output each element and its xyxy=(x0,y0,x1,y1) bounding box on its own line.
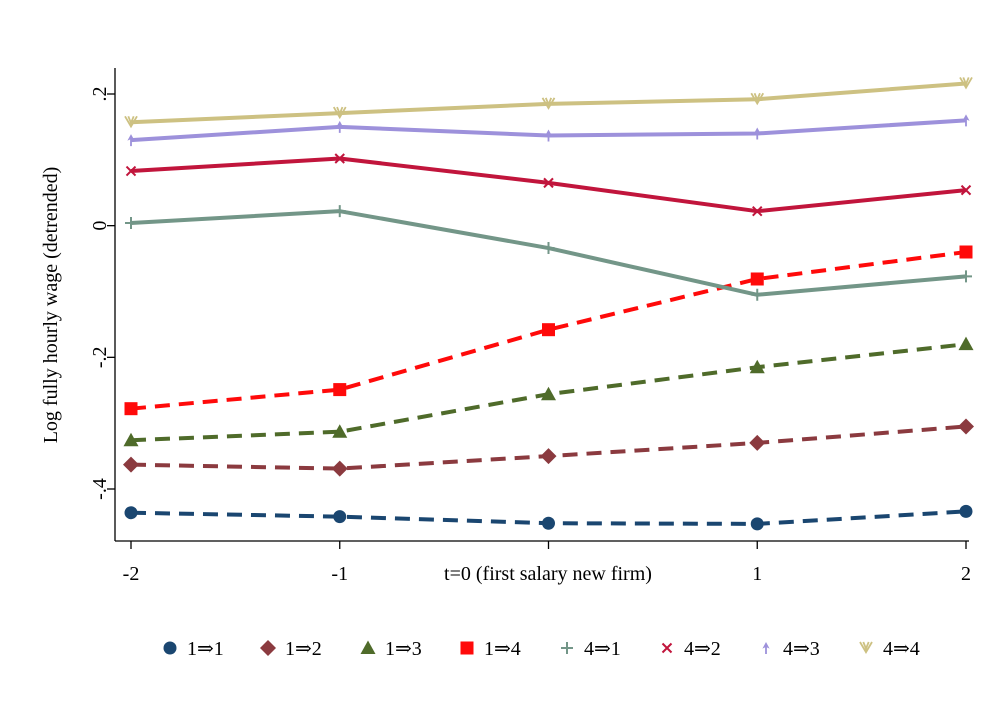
data-point xyxy=(540,448,557,465)
legend-item: 1⇒2 xyxy=(260,638,322,660)
data-point xyxy=(962,114,970,127)
legend-item: 1⇒4 xyxy=(460,638,521,660)
legend-label: 4⇒3 xyxy=(783,638,820,660)
series-6 xyxy=(125,153,972,217)
data-point xyxy=(333,383,347,397)
legend-marker xyxy=(360,640,376,654)
x-axis-title: t=0 (first salary new firm) xyxy=(444,563,652,585)
ticks: -.4 -.2 0 .2 -2 -1 1 2 xyxy=(89,87,971,586)
data-point xyxy=(124,115,138,129)
legend-marker xyxy=(561,642,573,654)
legend-marker xyxy=(460,641,474,655)
series-2 xyxy=(123,418,974,477)
data-point xyxy=(125,165,137,177)
data-point xyxy=(749,359,765,374)
legend-item: 1⇒3 xyxy=(360,638,422,660)
data-point xyxy=(751,288,764,301)
data-point xyxy=(124,506,138,520)
series-8 xyxy=(124,77,973,129)
legend-label: 4⇒2 xyxy=(684,638,721,660)
data-point xyxy=(541,386,556,401)
legend-item: 4⇒1 xyxy=(561,638,621,660)
data-point xyxy=(750,92,765,106)
y-tick-label: -.2 xyxy=(89,346,111,368)
data-point xyxy=(332,424,348,438)
data-point xyxy=(753,127,761,140)
series-line xyxy=(130,156,967,214)
data-point xyxy=(125,217,137,230)
data-point xyxy=(543,177,554,189)
series-7 xyxy=(127,114,970,147)
data-point xyxy=(958,336,974,351)
legend-marker xyxy=(260,640,276,656)
legend-label: 1⇒2 xyxy=(285,638,322,660)
legend-marker xyxy=(859,641,873,654)
data-point xyxy=(542,323,555,337)
legend-marker xyxy=(762,642,770,654)
data-point xyxy=(123,432,139,447)
data-point xyxy=(336,120,344,133)
data-point xyxy=(541,97,556,110)
data-point xyxy=(332,106,347,120)
data-point xyxy=(749,434,766,451)
legend-label: 1⇒4 xyxy=(484,638,521,660)
data-point xyxy=(750,517,764,531)
legend-label: 1⇒3 xyxy=(385,638,422,660)
legend-label: 1⇒1 xyxy=(187,638,224,660)
legend-label: 4⇒4 xyxy=(883,638,920,660)
x-tick-label: 2 xyxy=(961,563,971,585)
series-3 xyxy=(123,336,974,447)
data-point xyxy=(333,205,346,218)
axes xyxy=(114,68,969,542)
y-axis-title: Log fully hourly wage (detrended) xyxy=(40,167,62,444)
y-tick-label: 0 xyxy=(89,221,111,231)
data-point xyxy=(959,245,973,259)
y-tick-label: .2 xyxy=(89,87,111,102)
data-point xyxy=(124,402,138,416)
x-tick-label: -2 xyxy=(123,563,140,585)
data-point xyxy=(542,242,555,255)
data-point xyxy=(333,510,347,524)
y-tick-label: -.4 xyxy=(89,478,111,500)
legend-item: 4⇒3 xyxy=(762,638,820,660)
x-tick-label: -1 xyxy=(331,563,348,585)
data-point xyxy=(542,516,555,530)
data-point xyxy=(123,456,139,473)
legend-item: 1⇒1 xyxy=(163,638,224,660)
legend-item: 4⇒2 xyxy=(661,638,721,660)
data-point xyxy=(334,153,345,164)
x-tick-label: 1 xyxy=(752,563,762,585)
data-point xyxy=(752,205,763,217)
legend: 1⇒1 1⇒2 1⇒3 1⇒4 4⇒1 4⇒2 4⇒3 4⇒4 xyxy=(163,638,920,660)
data-point xyxy=(959,504,973,518)
series-5 xyxy=(125,205,972,301)
data-point xyxy=(958,418,974,435)
series-1 xyxy=(124,504,973,531)
data-point xyxy=(750,272,764,286)
data-point xyxy=(544,129,553,142)
legend-marker xyxy=(661,642,673,654)
data-point xyxy=(960,270,972,283)
data-point xyxy=(959,77,973,90)
legend-label: 4⇒1 xyxy=(584,638,621,660)
legend-item: 4⇒4 xyxy=(859,638,920,660)
legend-marker xyxy=(163,641,177,655)
data-point xyxy=(331,460,348,477)
series-4 xyxy=(124,245,973,416)
series-layer xyxy=(123,77,974,531)
data-point xyxy=(127,134,135,147)
data-point xyxy=(960,184,972,196)
